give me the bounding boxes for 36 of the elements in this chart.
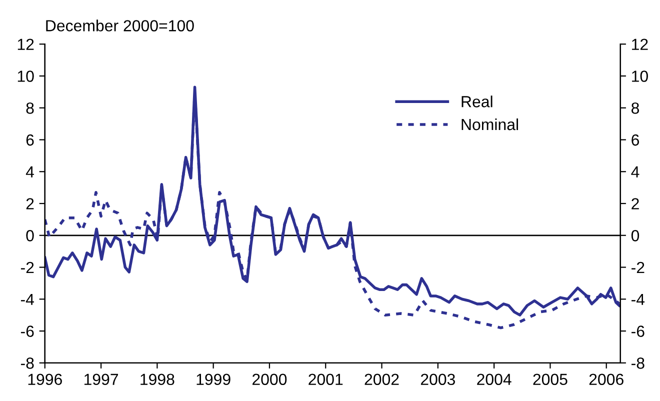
y-tick-label: 4 [26, 166, 34, 178]
y-tick-label: -4 [20, 294, 34, 305]
x-tick-label: 2005 [533, 374, 568, 386]
y2-tick-label: 12 [632, 38, 648, 50]
x-tick-label: 1996 [28, 374, 62, 386]
y-tick-label: 10 [18, 70, 34, 82]
y2-tick-label: -2 [632, 262, 644, 274]
x-tick-label: 2006 [589, 374, 624, 386]
x-tick-label: 1998 [140, 374, 174, 386]
legend-label: Nominal [462, 118, 518, 130]
y2-tick-label: 10 [632, 70, 648, 82]
y2-tick-label: -6 [632, 326, 644, 337]
y-tick-label: 12 [18, 38, 34, 50]
x-tick-label: 2003 [420, 374, 455, 386]
y2-tick-label: -8 [632, 358, 644, 369]
y2-tick-label: 8 [632, 102, 640, 114]
x-tick-label: 2004 [477, 374, 512, 386]
x-tick-label: 1999 [196, 374, 230, 386]
x-tick-label: 2001 [308, 374, 343, 386]
legend-label: Real [462, 96, 492, 108]
y2-tick-label: -4 [632, 294, 645, 305]
x-tick-label: 2002 [364, 374, 399, 386]
y-tick-label: 6 [26, 134, 34, 146]
y2-tick-label: 6 [632, 134, 639, 146]
y-tick-label: -8 [20, 358, 34, 369]
y2-tick-label: 0 [631, 230, 640, 242]
y2-tick-label: 4 [631, 166, 640, 178]
y-tick-label: 2 [26, 198, 34, 210]
y-axis-title: December 2000=100 [46, 20, 194, 32]
x-tick-label: 2000 [252, 374, 287, 386]
y2-tick-label: 2 [632, 198, 639, 210]
y-tick-label: 8 [26, 102, 34, 114]
y-tick-label: 0 [26, 230, 34, 242]
y-tick-label: -2 [20, 262, 34, 274]
x-tick-label: 1997 [84, 374, 118, 386]
y-tick-label: -6 [20, 326, 34, 337]
